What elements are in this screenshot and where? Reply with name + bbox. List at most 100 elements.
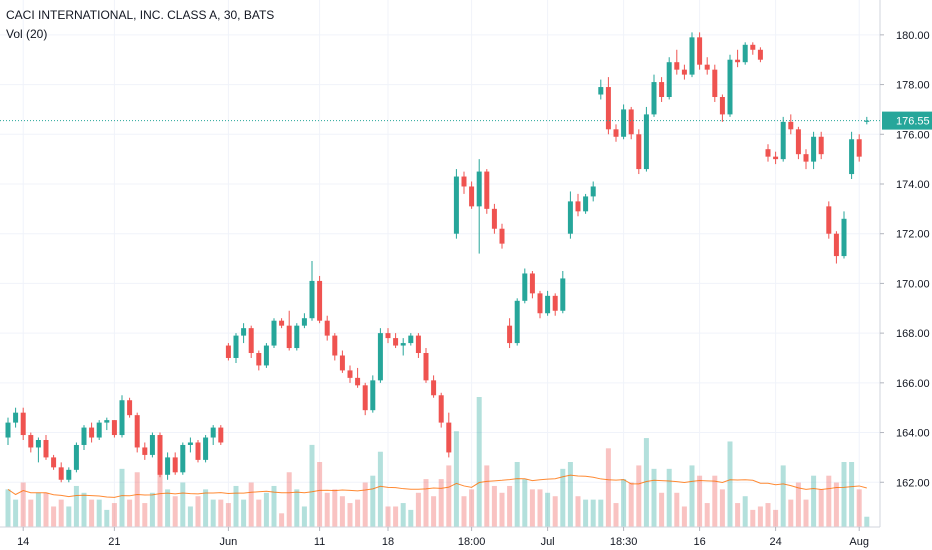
x-tick-label: Jun [220,536,238,548]
y-axis: 162.00 164.00 166.00 168.00 170.00 172.00 174.… [880,30,930,489]
volume-bar [408,509,414,527]
x-tick-label: 18:00 [458,536,486,548]
candle-body [119,400,125,436]
candle-body [484,171,490,209]
candle-body [590,186,596,197]
candle-body [385,333,391,339]
volume-bar [575,496,581,527]
y-tick-label: 164.00 [896,428,930,440]
volume-bar [689,465,695,527]
candle-body [636,134,642,170]
x-tick-label: 16 [693,536,705,548]
volume-bar [681,506,687,527]
volume-bar [605,448,611,527]
candle-body [780,121,786,160]
volume-bar [636,465,642,527]
volume-bar [727,441,733,527]
candles [5,32,870,483]
candle-body [659,82,665,97]
volume-bar [294,489,300,527]
candle-body [704,64,710,70]
volume-bar [811,475,817,527]
candle-body [621,109,627,137]
volume-bar [742,496,748,527]
candle-body [301,318,307,326]
candle-body [666,62,672,97]
candle-body [104,420,110,423]
candle-body [279,320,285,326]
y-tick-label: 176.00 [896,129,930,141]
candle-body [833,233,839,257]
volume-bar [66,506,72,527]
candle-body [727,59,733,115]
candle-body [28,435,34,448]
volume-bar [765,503,771,527]
volume-bar [377,451,383,527]
last-price-badge [882,111,932,130]
candle-body [339,355,345,371]
candle-body [393,338,399,346]
candle-body [681,69,687,75]
candle-body [864,120,870,122]
volume-bar [58,499,64,527]
candle-body [583,196,589,212]
volume-bar [248,482,254,527]
candle-body [431,380,437,396]
candle-body [529,273,535,294]
volume-pane [5,397,870,527]
y-tick-label: 180.00 [896,30,930,42]
volume-bar [301,506,307,527]
volume-bar [431,496,437,527]
volume-bar [476,397,482,527]
candle-body [332,335,338,356]
volume-bar [324,492,330,527]
volume-bar [13,499,19,527]
candle-body [856,139,862,157]
candle-body [735,59,741,63]
candle-body [263,345,269,366]
candle-body [461,176,467,187]
volume-bar [461,496,467,527]
grid [0,0,880,527]
candle-body [818,136,824,155]
volume-bar [529,489,535,527]
x-axis: 14 21 Jun 11 18 18:00 Jul 18:30 16 24 Aug [17,527,869,548]
volume-bar [719,489,725,527]
candle-body [157,435,163,475]
volume-bar [795,482,801,527]
volume-bar [111,503,117,527]
candle-body [66,469,72,480]
candle-body [241,328,247,336]
candle-body [750,44,756,50]
volume-bar [849,462,855,527]
candle-body [317,280,323,321]
volume-bar [400,503,406,527]
y-tick-label: 178.00 [896,80,930,92]
volume-bar [180,482,186,527]
volume-bar [142,503,148,527]
volume-bar [218,499,224,527]
volume-bar [81,492,87,527]
volume-bar [355,499,361,527]
volume-bar [773,509,779,527]
volume-bar [119,468,125,527]
volume-bar [89,499,95,527]
candle-body [286,325,292,349]
volume-bar [651,468,657,527]
candle-body [218,427,224,443]
volume-bar [469,489,475,527]
volume-bar [415,492,421,527]
volume-bar [309,444,315,527]
y-tick-label: 170.00 [896,278,930,290]
candle-body [811,136,817,162]
volume-bar [43,492,49,527]
last-price-label: 176.55 [896,116,930,128]
candle-body [742,44,748,63]
candle-body [697,37,703,65]
volume-bar [507,485,513,527]
candle-body [5,422,11,438]
candle-body [111,420,117,436]
x-tick-label: 18:30 [610,536,638,548]
volume-bar [735,503,741,527]
